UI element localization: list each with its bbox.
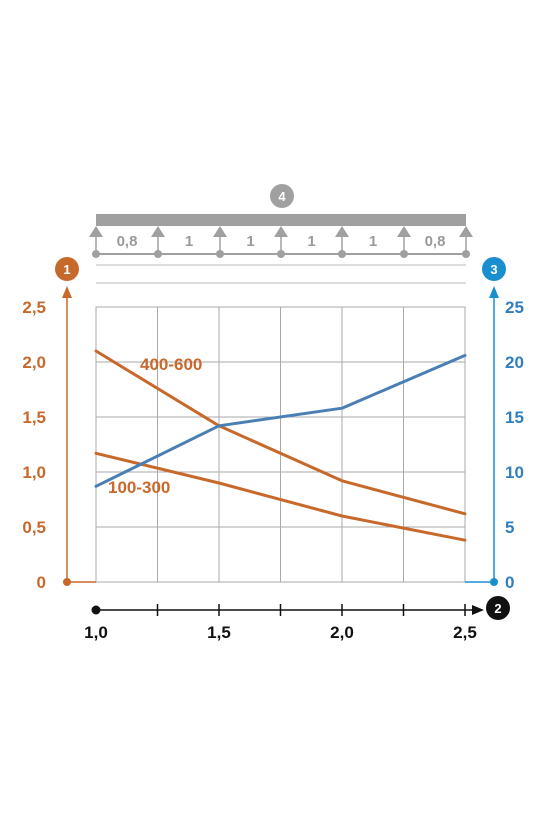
beam-badge xyxy=(270,184,294,208)
beam-diagram: 4 0,8 1 1 1 1 0,8 xyxy=(89,184,473,284)
x-tick-label: 1,0 xyxy=(84,623,108,642)
right-axis: 3 xyxy=(465,257,506,586)
series-line-2 xyxy=(94,451,467,542)
y-right-tick-label: 5 xyxy=(505,518,514,537)
series-label-400-600: 400-600 xyxy=(140,355,202,374)
beam-support-triangle xyxy=(89,226,103,237)
beam-span-label: 0,8 xyxy=(425,233,446,250)
right-axis-arrow xyxy=(489,286,499,298)
x-axis-badge-label: 2 xyxy=(494,601,501,616)
y-left-tick-label: 2,0 xyxy=(22,353,46,372)
y-left-tick-label: 1,0 xyxy=(22,463,46,482)
x-tick-label: 2,5 xyxy=(453,623,477,642)
y-right-tick-label: 20 xyxy=(505,353,524,372)
beam-support-triangle xyxy=(213,226,227,237)
series-line-3 xyxy=(94,353,467,488)
beam-span-label: 1 xyxy=(307,233,315,250)
x-axis-arrow xyxy=(472,605,484,615)
beam-support-triangle xyxy=(397,226,411,237)
y-left-tick-label: 0 xyxy=(37,573,46,592)
y-left-tick-label: 1,5 xyxy=(22,408,46,427)
series-label-100-300: 100-300 xyxy=(108,478,170,497)
left-axis-arrow xyxy=(62,286,72,298)
right-axis-badge-label: 3 xyxy=(490,262,497,277)
left-axis: 1 xyxy=(55,257,96,586)
beam-span-label: 0,8 xyxy=(117,233,138,250)
y-left-tick-label: 0,5 xyxy=(22,518,46,537)
y-right-tick-label: 15 xyxy=(505,408,524,427)
y-right-tick-label: 10 xyxy=(505,463,524,482)
left-axis-badge-label: 1 xyxy=(63,262,70,277)
x-axis-badge xyxy=(486,596,510,620)
beam-badge-label: 4 xyxy=(278,189,286,204)
beam-bar xyxy=(96,214,466,226)
right-axis-badge xyxy=(482,257,506,281)
beam-support-triangle xyxy=(459,226,473,237)
x-axis: 2 xyxy=(91,596,510,620)
beam-span-label: 1 xyxy=(185,233,193,250)
beam-span-label: 1 xyxy=(246,233,254,250)
beam-support-triangle xyxy=(274,226,288,237)
beam-span-label: 1 xyxy=(369,233,377,250)
x-tick-label: 1,5 xyxy=(207,623,231,642)
left-axis-badge xyxy=(55,257,79,281)
grid xyxy=(95,306,466,583)
x-axis-origin-dot xyxy=(91,605,101,615)
beam-support-triangle xyxy=(151,226,165,237)
x-tick-label: 2,0 xyxy=(330,623,354,642)
series-line-1 xyxy=(94,349,467,516)
y-left-tick-label: 2,5 xyxy=(22,298,46,317)
beam-support-triangle xyxy=(335,226,349,237)
y-right-tick-label: 0 xyxy=(505,573,514,592)
y-right-tick-label: 25 xyxy=(505,298,524,317)
